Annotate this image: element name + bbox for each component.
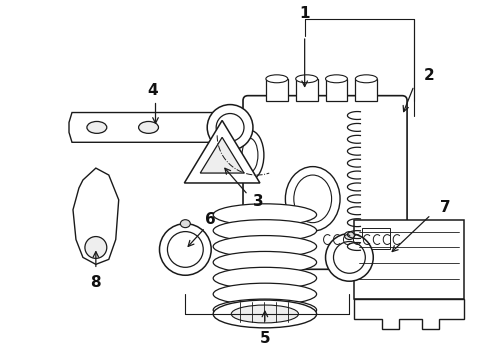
Ellipse shape xyxy=(295,75,318,83)
Ellipse shape xyxy=(213,204,317,226)
Bar xyxy=(266,79,288,100)
Text: 1: 1 xyxy=(299,6,310,21)
Ellipse shape xyxy=(325,234,373,281)
Ellipse shape xyxy=(213,299,317,321)
Text: 3: 3 xyxy=(253,194,263,209)
Polygon shape xyxy=(184,121,260,183)
Ellipse shape xyxy=(159,224,211,275)
Ellipse shape xyxy=(207,105,253,150)
Ellipse shape xyxy=(325,75,347,83)
Ellipse shape xyxy=(213,300,317,328)
Ellipse shape xyxy=(87,121,107,133)
Text: 7: 7 xyxy=(440,200,450,215)
Ellipse shape xyxy=(236,130,264,180)
Text: 4: 4 xyxy=(147,83,158,98)
Polygon shape xyxy=(354,299,464,329)
Ellipse shape xyxy=(216,113,244,141)
Text: 5: 5 xyxy=(260,331,270,346)
Polygon shape xyxy=(69,113,213,142)
Bar xyxy=(355,79,377,100)
Ellipse shape xyxy=(344,231,354,239)
Ellipse shape xyxy=(213,251,317,273)
Ellipse shape xyxy=(85,237,107,258)
Ellipse shape xyxy=(213,220,317,242)
Ellipse shape xyxy=(168,231,203,267)
Text: 6: 6 xyxy=(205,212,216,227)
Ellipse shape xyxy=(334,242,366,273)
Ellipse shape xyxy=(355,75,377,83)
Text: 2: 2 xyxy=(423,68,434,83)
Bar xyxy=(295,79,318,100)
Ellipse shape xyxy=(213,283,317,305)
Ellipse shape xyxy=(294,175,332,223)
Ellipse shape xyxy=(213,267,317,289)
FancyBboxPatch shape xyxy=(243,96,407,269)
Ellipse shape xyxy=(139,121,158,133)
Bar xyxy=(354,220,464,299)
Polygon shape xyxy=(200,137,244,173)
Text: 8: 8 xyxy=(91,275,101,290)
Ellipse shape xyxy=(242,138,258,172)
Ellipse shape xyxy=(213,235,317,257)
Ellipse shape xyxy=(266,75,288,83)
Bar xyxy=(325,79,347,100)
Ellipse shape xyxy=(180,220,190,228)
Ellipse shape xyxy=(231,305,298,323)
Bar xyxy=(362,228,390,249)
Ellipse shape xyxy=(285,167,340,231)
Polygon shape xyxy=(73,168,119,264)
